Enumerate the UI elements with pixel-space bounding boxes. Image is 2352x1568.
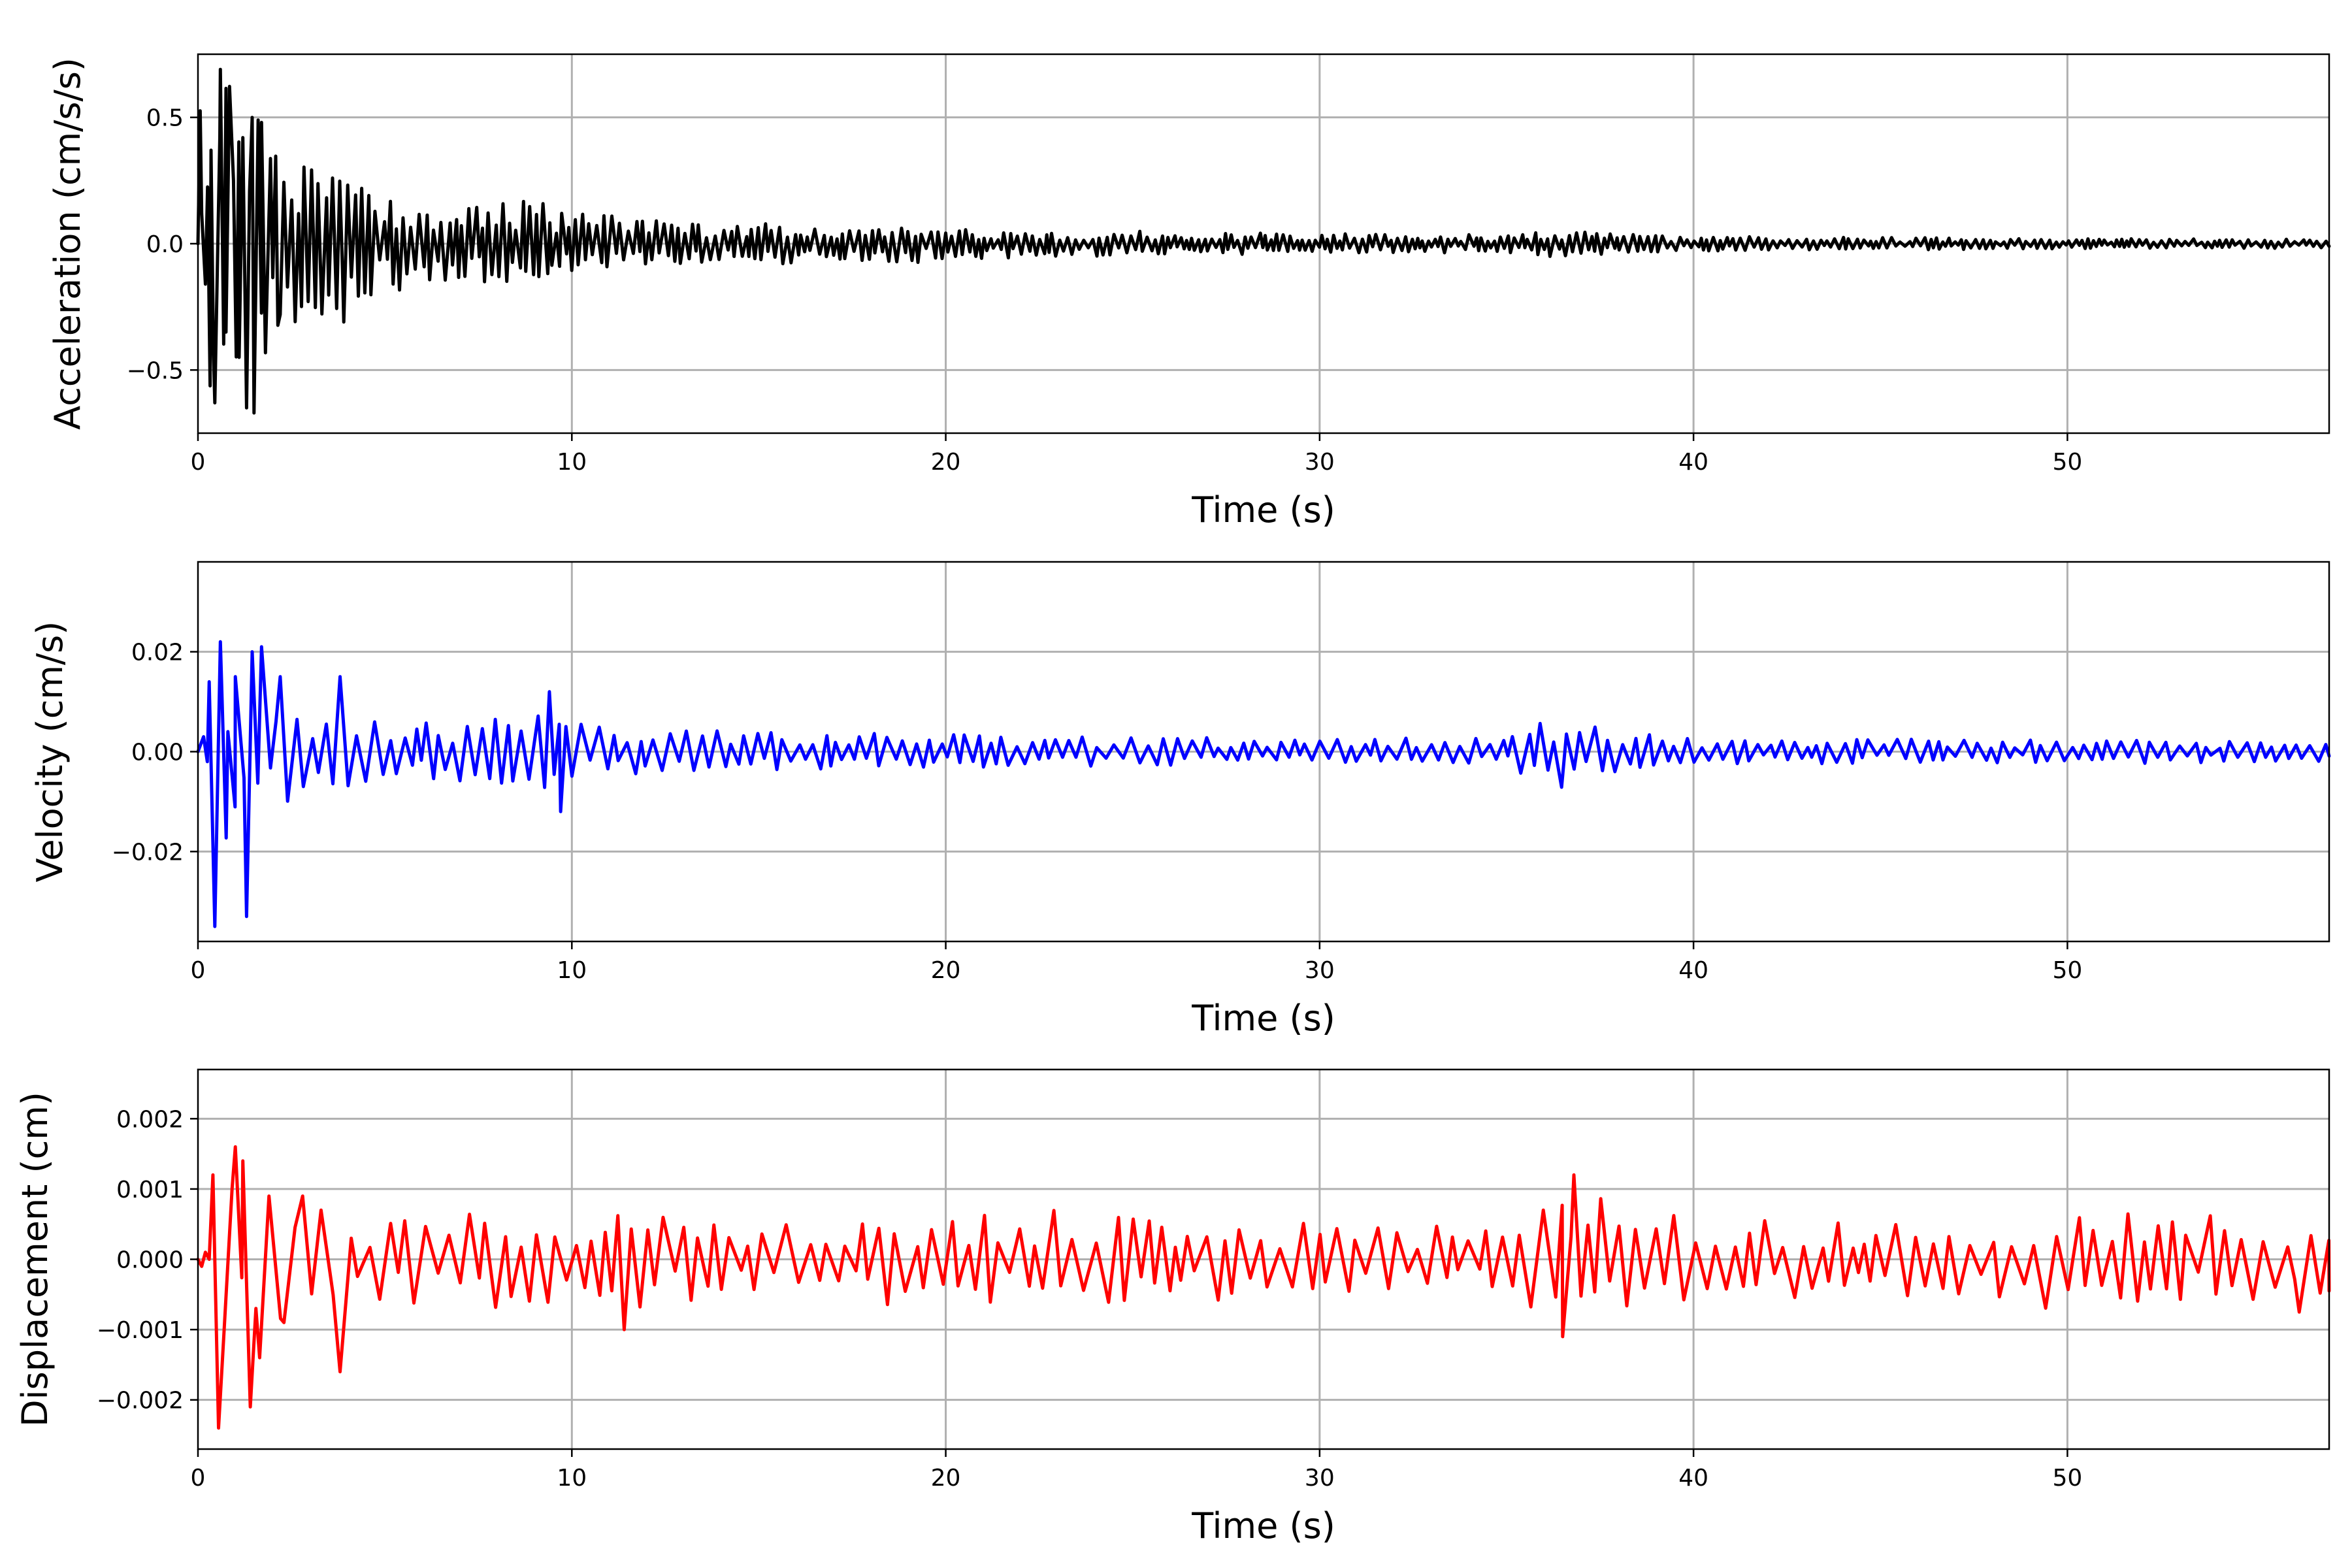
x-tick-label: 50 — [2052, 1465, 2082, 1492]
x-tick-label: 20 — [931, 957, 961, 984]
x-tick-label: 30 — [1305, 1465, 1335, 1492]
y-tick-label: −0.002 — [97, 1388, 184, 1414]
x-tick-label: 0 — [191, 957, 206, 984]
x-tick-label: 10 — [557, 957, 587, 984]
x-tick-label: 50 — [2052, 449, 2082, 476]
x-tick-label: 40 — [1678, 957, 1708, 984]
x-tick-label: 0 — [191, 449, 206, 476]
x-tick-label: 40 — [1678, 1465, 1708, 1492]
x-tick-label: 40 — [1678, 449, 1708, 476]
velocity-series-line — [196, 640, 2331, 928]
displacement-x-axis-label: Time (s) — [1191, 1505, 1335, 1546]
y-tick-label: −0.02 — [112, 839, 184, 866]
displacement-y-axis-label: Displacement (cm) — [14, 1092, 56, 1427]
y-tick-label: 0.000 — [116, 1247, 184, 1274]
acceleration-x-axis-label: Time (s) — [1191, 489, 1335, 531]
y-tick-label: 0.5 — [146, 105, 184, 132]
y-tick-label: 0.001 — [116, 1177, 184, 1203]
y-tick-label: 0.00 — [131, 740, 184, 766]
x-tick-label: 20 — [931, 1465, 961, 1492]
velocity-y-axis-label: Velocity (cm/s) — [29, 621, 71, 883]
acceleration-series-line — [196, 67, 2331, 415]
displacement-panel: 0 10 20 30 40 50 −0.002 −0.001 0.000 0.001 0.002 Ti… — [14, 1068, 2331, 1546]
x-tick-label: 50 — [2052, 957, 2082, 984]
y-tick-label: −0.5 — [127, 357, 184, 384]
y-tick-label: −0.001 — [97, 1317, 184, 1344]
x-tick-label: 30 — [1305, 449, 1335, 476]
x-tick-label: 30 — [1305, 957, 1335, 984]
y-tick-label: 0.0 — [146, 231, 184, 258]
acceleration-panel: 0 10 20 30 40 50 −0.5 0.0 0.5 Time (s) Acceleratio… — [47, 53, 2331, 531]
acceleration-y-axis-label: Acceleration (cm/s/s) — [47, 57, 88, 430]
x-tick-label: 20 — [931, 449, 961, 476]
x-tick-label: 0 — [191, 1465, 206, 1492]
velocity-x-axis-label: Time (s) — [1191, 998, 1335, 1039]
displacement-series-line — [196, 1145, 2331, 1430]
velocity-panel: 0 10 20 30 40 50 −0.02 0.00 0.02 Time (s) Velocity… — [29, 561, 2331, 1039]
y-tick-label: 0.002 — [116, 1106, 184, 1133]
x-tick-label: 10 — [557, 449, 587, 476]
x-tick-label: 10 — [557, 1465, 587, 1492]
y-tick-label: 0.02 — [131, 640, 184, 666]
